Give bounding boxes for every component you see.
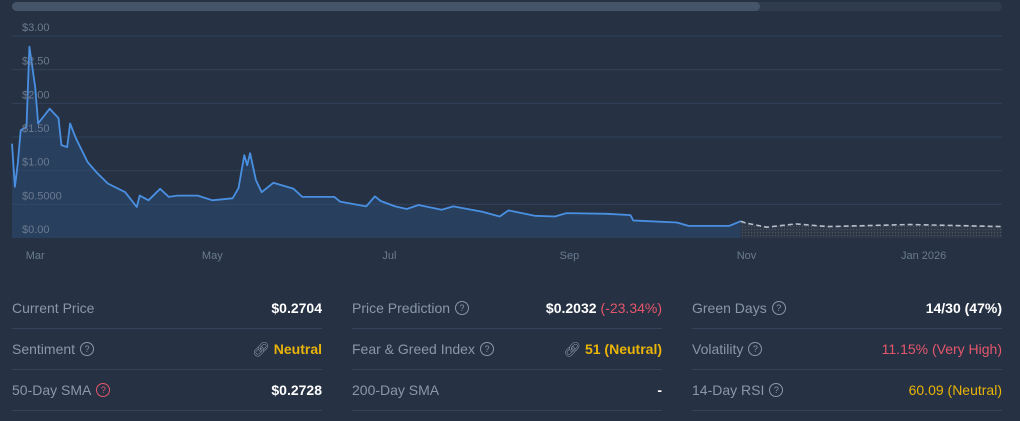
stat-label: Sentiment xyxy=(12,341,76,357)
help-icon[interactable]: ? xyxy=(80,342,95,356)
stats-column-1: Current Price $0.2704 Sentiment? 🔗︎ Neutr… xyxy=(12,288,322,411)
forecast-line xyxy=(740,220,1003,228)
stat-label: 50-Day SMA xyxy=(12,382,92,398)
stat-value: 60.09 (Neutral) xyxy=(908,382,1002,398)
help-icon[interactable]: ? xyxy=(769,383,784,397)
series-area-1 xyxy=(740,221,1002,238)
stat-price-prediction: Price Prediction? $0.2032 (-23.34%) xyxy=(352,288,662,329)
stat-fear-greed: Fear & Greed Index? 🔗︎ 51 (Neutral) xyxy=(352,329,662,370)
stat-value[interactable]: Neutral xyxy=(273,341,322,357)
stat-value: $0.2704 xyxy=(271,300,322,316)
stat-50-day-sma: 50-Day SMA? $0.2728 xyxy=(12,370,322,411)
x-tick-label: Mar xyxy=(26,250,45,262)
stat-change: (-23.34%) xyxy=(600,300,662,316)
stat-200-day-sma: 200-Day SMA - xyxy=(352,370,662,411)
stats-panel: Current Price $0.2704 Sentiment? 🔗︎ Neutr… xyxy=(12,288,1002,411)
y-tick-label: $1.00 xyxy=(22,157,50,169)
stat-value: $0.2728 xyxy=(271,382,322,398)
stat-value[interactable]: 51 (Neutral) xyxy=(584,341,662,357)
x-tick-label: Sep xyxy=(560,250,580,262)
x-tick-label: Nov xyxy=(737,250,757,262)
stat-sentiment: Sentiment? 🔗︎ Neutral xyxy=(12,329,322,370)
stat-value: 11.15% (Very High) xyxy=(881,341,1002,357)
price-line xyxy=(11,45,742,227)
price-chart: $3.00 $2.50 $2.00 $1.50 $1.00 $0.5000 $0.00 Ma… xyxy=(11,22,1003,262)
y-tick-label: $0.00 xyxy=(22,224,50,236)
y-tick-label: $1.50 xyxy=(22,123,50,135)
x-tick-label: Jul xyxy=(382,250,396,262)
stat-volatility: Volatility? 11.15% (Very High) xyxy=(692,329,1002,370)
stat-label: Green Days xyxy=(692,300,767,316)
help-icon[interactable]: ? xyxy=(748,342,763,356)
y-tick-label: $0.5000 xyxy=(22,190,62,202)
stat-label: Volatility xyxy=(692,341,744,357)
stat-label: Price Prediction xyxy=(352,300,451,316)
stats-column-3: Green Days? 14/30 (47%) Volatility? 11.1… xyxy=(692,288,1002,411)
help-icon[interactable]: ? xyxy=(455,301,470,315)
link-icon[interactable]: 🔗︎ xyxy=(563,340,581,357)
stat-label: Fear & Greed Index xyxy=(352,341,475,357)
stats-column-2: Price Prediction? $0.2032 (-23.34%) Fear … xyxy=(352,288,662,411)
x-tick-label: May xyxy=(202,250,223,262)
help-icon[interactable]: ? xyxy=(771,301,786,315)
stat-label: Current Price xyxy=(12,300,95,316)
chart-scrollbar[interactable] xyxy=(12,2,1002,11)
help-icon[interactable]: ? xyxy=(479,342,494,356)
series-area-0 xyxy=(12,46,741,238)
y-tick-label: $2.50 xyxy=(22,56,50,68)
stat-current-price: Current Price $0.2704 xyxy=(12,288,322,329)
stat-rsi: 14-Day RSI? 60.09 (Neutral) xyxy=(692,370,1002,411)
x-tick-label: Jan 2026 xyxy=(901,250,946,262)
stat-value: 14/30 (47%) xyxy=(925,300,1002,316)
stat-green-days: Green Days? 14/30 (47%) xyxy=(692,288,1002,329)
stat-label: 200-Day SMA xyxy=(352,382,440,398)
stat-label: 14-Day RSI xyxy=(692,382,765,398)
chart-scrollbar-thumb[interactable] xyxy=(12,2,760,11)
stat-value: $0.2032 xyxy=(545,300,597,316)
stat-value: - xyxy=(657,382,662,398)
y-tick-label: $2.00 xyxy=(22,89,50,101)
help-icon[interactable]: ? xyxy=(96,383,111,397)
link-icon[interactable]: 🔗︎ xyxy=(251,340,270,357)
y-tick-label: $3.00 xyxy=(22,22,50,34)
